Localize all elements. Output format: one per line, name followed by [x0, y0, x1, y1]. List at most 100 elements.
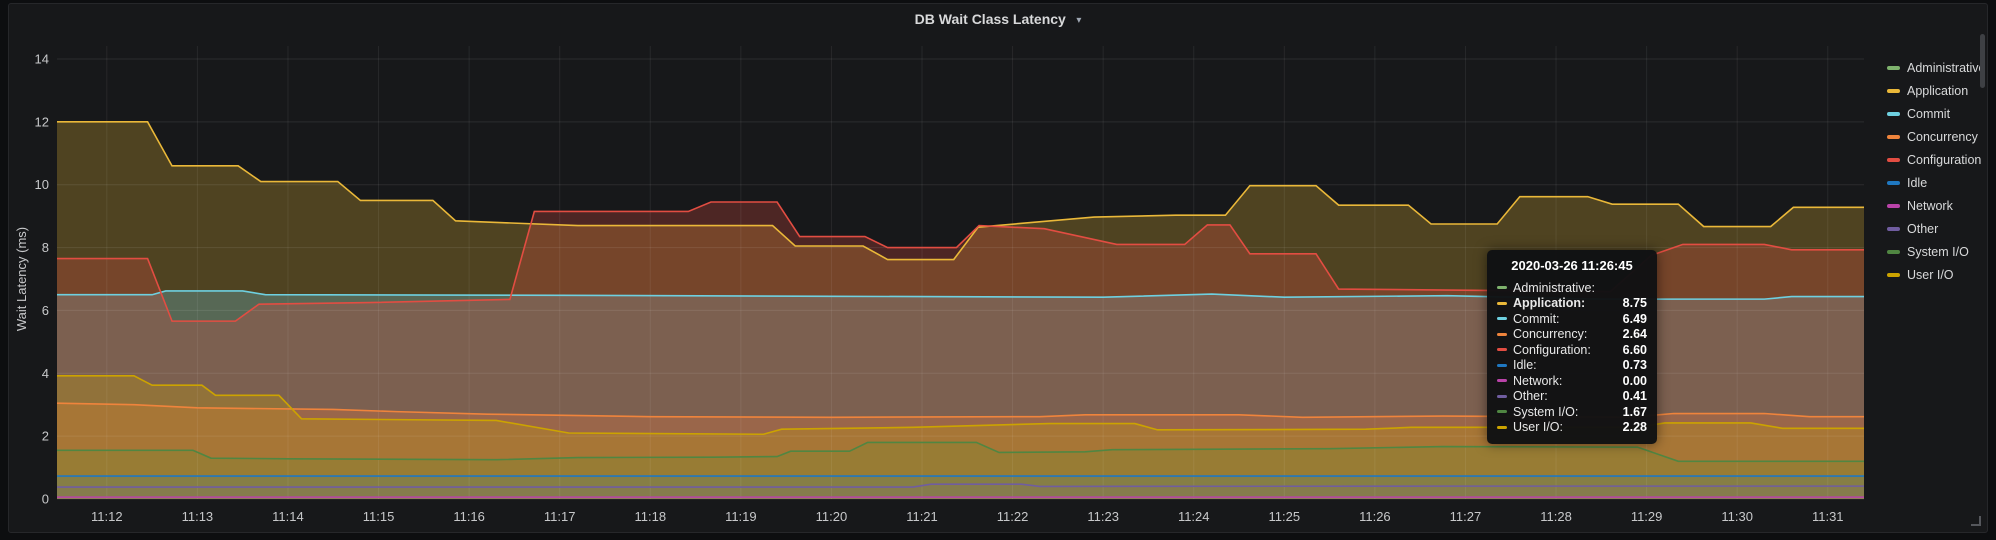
tooltip-row-application: Application: 8.75: [1497, 296, 1647, 312]
x-tick-label-11:21: 11:21: [906, 509, 938, 524]
y-tick-label-6: 6: [42, 303, 49, 318]
legend-label: Application: [1907, 83, 1969, 98]
legend-item-network[interactable]: Network: [1887, 194, 1996, 217]
tooltip-series-swatch-icon: [1497, 425, 1507, 429]
legend-item-configuration[interactable]: Configuration: [1887, 148, 1996, 171]
scrollbar-thumb[interactable]: [1980, 34, 1985, 88]
tooltip-row-concurrency: Concurrency: 2.64: [1497, 327, 1647, 343]
tooltip-series-name: System I/O:: [1513, 404, 1579, 419]
tooltip-row-idle: Idle: 0.73: [1497, 358, 1647, 374]
y-tick-label-14: 14: [35, 52, 49, 67]
legend-swatch-icon[interactable]: [1887, 272, 1900, 277]
tooltip-row-administrative: Administrative:: [1497, 280, 1647, 296]
legend-label: Commit: [1907, 106, 1951, 121]
series-line-concurrency: [57, 402, 1864, 419]
legend-item-application[interactable]: Application: [1887, 79, 1996, 102]
tooltip-series-value: 2.64: [1622, 327, 1647, 342]
legend-label: Concurrency: [1907, 129, 1978, 144]
series-line-commit: [57, 290, 1864, 300]
series-fill-other: [57, 484, 1864, 499]
panel-resize-grip-icon[interactable]: [1971, 516, 1981, 526]
tooltip-row-system-i-o: System I/O: 1.67: [1497, 404, 1647, 420]
legend-item-idle[interactable]: Idle: [1887, 171, 1996, 194]
legend-item-commit[interactable]: Commit: [1887, 102, 1996, 125]
tooltip-row-other: Other: 0.41: [1497, 389, 1647, 405]
series-line-other: [57, 483, 1864, 488]
x-tick-label-11:16: 11:16: [453, 509, 485, 524]
x-tick-label-11:26: 11:26: [1359, 509, 1391, 524]
x-tick-label-11:24: 11:24: [1178, 509, 1210, 524]
legend-label: User I/O: [1907, 267, 1954, 282]
y-axis-title: Wait Latency (ms): [14, 227, 29, 331]
legend-item-user-i-o[interactable]: User I/O: [1887, 263, 1996, 286]
tooltip-row-commit: Commit: 6.49: [1497, 311, 1647, 327]
panel-title[interactable]: DB Wait Class Latency: [914, 11, 1066, 27]
legend-swatch-icon[interactable]: [1887, 180, 1900, 185]
legend-swatch-icon[interactable]: [1887, 157, 1900, 162]
legend-item-concurrency[interactable]: Concurrency: [1887, 125, 1996, 148]
x-tick-label-11:19: 11:19: [725, 509, 757, 524]
y-tick-label-10: 10: [35, 177, 49, 192]
x-tick-label-11:27: 11:27: [1450, 509, 1482, 524]
tooltip-series-swatch-icon: [1497, 348, 1507, 352]
tooltip-series-name: Administrative:: [1513, 280, 1595, 295]
x-tick-label-11:12: 11:12: [91, 509, 123, 524]
y-tick-label-2: 2: [42, 429, 49, 444]
legend-swatch-icon[interactable]: [1887, 203, 1900, 208]
panel-header[interactable]: DB Wait Class Latency ▾: [9, 4, 1987, 34]
legend-item-administrative[interactable]: Administrative: [1887, 56, 1996, 79]
tooltip-series-value: 0.00: [1622, 373, 1647, 388]
tooltip-series-swatch-icon: [1497, 363, 1507, 367]
legend-label: Idle: [1907, 175, 1928, 190]
series-line-application: [57, 121, 1864, 261]
tooltip-series-name: Other:: [1513, 389, 1548, 404]
series-fill-system-i-o: [57, 442, 1864, 499]
y-tick-label-12: 12: [35, 114, 49, 129]
series-fill-user-i-o: [57, 375, 1864, 499]
tooltip-series-value: 1.67: [1622, 404, 1647, 419]
tooltip-series-name: Network:: [1513, 373, 1563, 388]
x-tick-label-11:25: 11:25: [1269, 509, 1301, 524]
y-tick-label-8: 8: [42, 240, 49, 255]
series-fill-application: [57, 121, 1864, 499]
legend-swatch-icon[interactable]: [1887, 226, 1900, 231]
legend-swatch-icon[interactable]: [1887, 111, 1900, 116]
x-tick-label-11:14: 11:14: [272, 509, 304, 524]
legend-swatch-icon[interactable]: [1887, 88, 1900, 93]
tooltip-series-name: Concurrency:: [1513, 327, 1588, 342]
legend-item-system-i-o[interactable]: System I/O: [1887, 240, 1996, 263]
y-tick-label-0: 0: [42, 492, 49, 507]
tooltip-series-name: Application:: [1513, 296, 1586, 311]
x-tick-label-11:18: 11:18: [634, 509, 666, 524]
legend-label: Administrative: [1907, 60, 1986, 75]
legend-swatch-icon[interactable]: [1887, 65, 1900, 70]
tooltip-series-name: Idle:: [1513, 358, 1537, 373]
db-wait-class-latency-panel: DB Wait Class Latency ▾ 0 2 4 6 8 10 12 14 11:12…: [8, 3, 1988, 533]
panel-menu-caret-icon[interactable]: ▾: [1076, 15, 1082, 26]
x-tick-label-11:29: 11:29: [1631, 509, 1663, 524]
tooltip-series-value: 0.73: [1622, 358, 1647, 373]
chart-tooltip: 2020-03-26 11:26:45 Administrative: Appli…: [1487, 250, 1657, 444]
tooltip-row-network: Network: 0.00: [1497, 373, 1647, 389]
legend-label: Configuration: [1907, 152, 1982, 167]
tooltip-series-name: User I/O:: [1513, 420, 1564, 435]
tooltip-series-swatch-icon: [1497, 410, 1507, 414]
legend-label: Network: [1907, 198, 1953, 213]
legend-label: Other: [1907, 221, 1939, 236]
tooltip-series-value: 0.41: [1622, 389, 1647, 404]
x-tick-label-11:17: 11:17: [544, 509, 576, 524]
tooltip-series-value: 2.28: [1622, 420, 1647, 435]
tooltip-series-swatch-icon: [1497, 286, 1507, 290]
legend-swatch-icon[interactable]: [1887, 134, 1900, 139]
tooltip-series-value: 6.60: [1622, 342, 1647, 357]
x-tick-label-11:31: 11:31: [1812, 509, 1844, 524]
tooltip-series-name: Configuration:: [1513, 342, 1591, 357]
tooltip-row-configuration: Configuration: 6.60: [1497, 342, 1647, 358]
tooltip-timestamp: 2020-03-26 11:26:45: [1511, 258, 1633, 273]
legend-swatch-icon[interactable]: [1887, 249, 1900, 254]
tooltip-series-swatch-icon: [1497, 394, 1507, 398]
x-tick-label-11:13: 11:13: [182, 509, 214, 524]
legend-item-other[interactable]: Other: [1887, 217, 1996, 240]
x-tick-label-11:28: 11:28: [1540, 509, 1572, 524]
